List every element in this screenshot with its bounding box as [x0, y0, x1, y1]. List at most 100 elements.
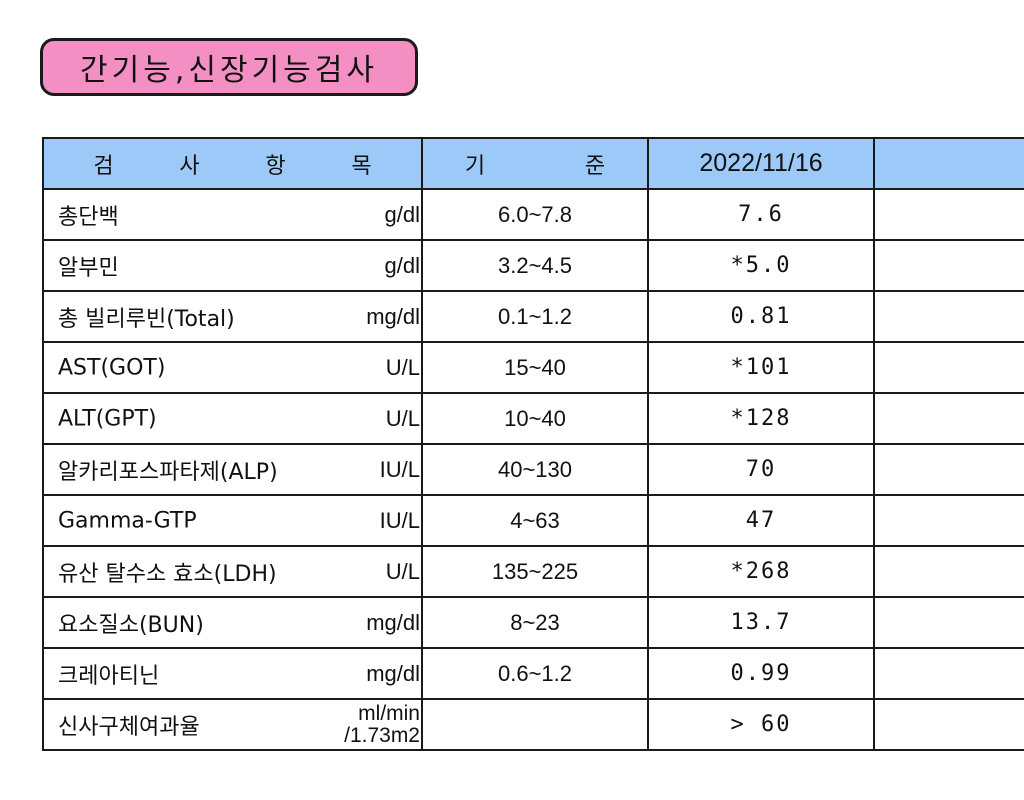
test-unit-line: U/L — [385, 354, 420, 380]
test-item-cell: 알부민 g/dl — [42, 239, 423, 292]
test-name: ALT(GPT) — [58, 406, 157, 431]
test-unit-line: IU/L — [379, 456, 420, 482]
test-item-cell: 요소질소(BUN) mg/dl — [42, 596, 423, 649]
test-unit: g/dl — [384, 252, 420, 278]
test-name: 요소질소(BUN) — [58, 612, 204, 638]
reference-range: 10~40 — [421, 392, 649, 445]
empty-result-cell — [873, 647, 1024, 700]
result-value: 0.81 — [647, 290, 875, 343]
test-unit-line: U/L — [385, 405, 420, 431]
test-item-cell: AST(GOT) U/L — [42, 341, 423, 394]
test-unit: U/L — [385, 405, 420, 431]
table-row: 신사구체여과율 ml/min/1.73m2 > 60 — [42, 698, 1024, 751]
test-unit-line: mg/dl — [366, 660, 420, 686]
test-unit: g/dl — [384, 201, 420, 227]
empty-result-cell — [873, 698, 1024, 751]
test-unit-line: g/dl — [384, 252, 420, 278]
table-row: AST(GOT) U/L 15~40 *101 — [42, 341, 1024, 394]
reference-range: 40~130 — [421, 443, 649, 496]
table-row: 총단백 g/dl 6.0~7.8 7.6 — [42, 188, 1024, 241]
reference-range: 0.6~1.2 — [421, 647, 649, 700]
header-date: 2022/11/16 — [647, 137, 875, 190]
empty-result-cell — [873, 341, 1024, 394]
header-reference-char: 준 — [584, 153, 606, 179]
empty-result-cell — [873, 596, 1024, 649]
table-row: 크레아티닌 mg/dl 0.6~1.2 0.99 — [42, 647, 1024, 700]
reference-range: 15~40 — [421, 341, 649, 394]
table-row: 알부민 g/dl 3.2~4.5 *5.0 — [42, 239, 1024, 292]
reference-range: 6.0~7.8 — [421, 188, 649, 241]
test-item-cell: 크레아티닌 mg/dl — [42, 647, 423, 700]
test-unit-line: IU/L — [379, 507, 420, 533]
test-name: 크레아티닌 — [58, 663, 160, 689]
result-value: *128 — [647, 392, 875, 445]
result-value: *101 — [647, 341, 875, 394]
result-value: *5.0 — [647, 239, 875, 292]
reference-range: 3.2~4.5 — [421, 239, 649, 292]
test-name: 총 빌리루빈(Total) — [58, 306, 235, 332]
result-value: 13.7 — [647, 596, 875, 649]
reference-range: 8~23 — [421, 596, 649, 649]
result-value: 70 — [647, 443, 875, 496]
page-title-text: 간기능,신장기능검사 — [80, 53, 378, 88]
test-item-cell: 유산 탈수소 효소(LDH) U/L — [42, 545, 423, 598]
test-unit: ml/min/1.73m2 — [344, 701, 420, 747]
test-name: AST(GOT) — [58, 355, 166, 380]
empty-result-cell — [873, 545, 1024, 598]
header-test-item-char: 사 — [179, 153, 200, 179]
empty-result-cell — [873, 392, 1024, 445]
empty-result-cell — [873, 443, 1024, 496]
result-value: > 60 — [647, 698, 875, 751]
reference-range — [421, 698, 649, 751]
test-name: 알부민 — [58, 255, 119, 281]
result-value: *268 — [647, 545, 875, 598]
test-unit: U/L — [385, 558, 420, 584]
test-name: 총단백 — [58, 204, 119, 230]
reference-range: 4~63 — [421, 494, 649, 547]
empty-result-cell — [873, 188, 1024, 241]
result-value: 47 — [647, 494, 875, 547]
test-unit: U/L — [385, 354, 420, 380]
header-reference-char: 기 — [464, 153, 486, 179]
table-row: 유산 탈수소 효소(LDH) U/L 135~225 *268 — [42, 545, 1024, 598]
test-item-cell: 총 빌리루빈(Total) mg/dl — [42, 290, 423, 343]
test-unit: mg/dl — [366, 660, 420, 686]
result-value: 7.6 — [647, 188, 875, 241]
test-item-cell: 총단백 g/dl — [42, 188, 423, 241]
table-row: 요소질소(BUN) mg/dl 8~23 13.7 — [42, 596, 1024, 649]
test-item-cell: 신사구체여과율 ml/min/1.73m2 — [42, 698, 423, 751]
test-name: 신사구체여과율 — [58, 714, 200, 740]
reference-range: 135~225 — [421, 545, 649, 598]
table-row: 총 빌리루빈(Total) mg/dl 0.1~1.2 0.81 — [42, 290, 1024, 343]
reference-range: 0.1~1.2 — [421, 290, 649, 343]
test-name: 유산 탈수소 효소(LDH) — [58, 561, 277, 587]
test-unit: IU/L — [379, 507, 420, 533]
test-item-cell: 알카리포스파타제(ALP) IU/L — [42, 443, 423, 496]
header-test-item-char: 검 — [93, 153, 114, 179]
test-unit: mg/dl — [366, 303, 420, 329]
page-title: 간기능,신장기능검사 — [40, 38, 418, 96]
test-unit-line: mg/dl — [366, 609, 420, 635]
empty-result-cell — [873, 494, 1024, 547]
header-test-item-char: 항 — [265, 153, 286, 179]
test-unit-line: g/dl — [384, 201, 420, 227]
test-name: 알카리포스파타제(ALP) — [58, 459, 278, 485]
empty-result-cell — [873, 239, 1024, 292]
test-item-cell: ALT(GPT) U/L — [42, 392, 423, 445]
table-row: 알카리포스파타제(ALP) IU/L 40~130 70 — [42, 443, 1024, 496]
test-name: Gamma-GTP — [58, 508, 197, 533]
test-unit: mg/dl — [366, 609, 420, 635]
empty-result-cell — [873, 290, 1024, 343]
test-unit-line: ml/min — [358, 701, 420, 725]
header-extra — [873, 137, 1024, 190]
table-row: Gamma-GTP IU/L 4~63 47 — [42, 494, 1024, 547]
test-unit-line: mg/dl — [366, 303, 420, 329]
result-value: 0.99 — [647, 647, 875, 700]
test-unit-line: U/L — [385, 558, 420, 584]
test-item-cell: Gamma-GTP IU/L — [42, 494, 423, 547]
table-row: ALT(GPT) U/L 10~40 *128 — [42, 392, 1024, 445]
